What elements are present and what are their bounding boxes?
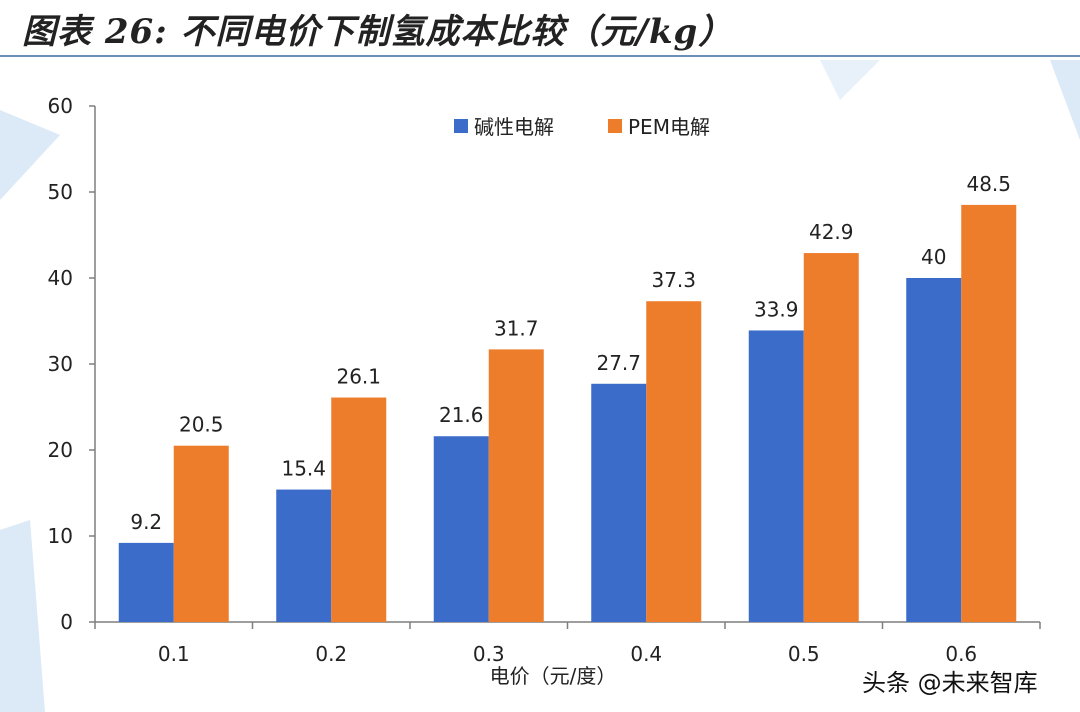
bar-pem [803,253,859,622]
bar-pem [488,349,544,622]
watermark: 头条 @未来智库 [862,669,1038,697]
x-tick-label: 0.2 [315,642,347,666]
data-label: 42.9 [809,220,854,244]
chart-title: 图表 26: 不同电价下制氢成本比较（元/kg） [22,12,734,52]
y-axis: 0 10 20 30 40 50 60 [48,94,96,634]
bar-pem [173,445,229,622]
data-label: 26.1 [336,365,381,389]
background-stripe-left [0,110,60,200]
data-label: 37.3 [651,268,696,292]
y-tick-label: 30 [48,352,73,376]
bar-alkaline [906,278,962,622]
legend: 碱性电解 PEM电解 [454,115,710,139]
x-tick-label: 0.4 [630,642,662,666]
bar-alkaline [433,436,489,622]
x-tick-label: 0.5 [788,642,820,666]
y-tick-label: 0 [60,610,73,634]
bar-alkaline [748,330,804,622]
y-tick-label: 20 [48,438,73,462]
data-label: 31.7 [494,316,539,340]
data-label: 9.2 [130,510,162,534]
data-label: 33.9 [754,297,799,321]
x-tick-label: 0.1 [158,642,190,666]
legend-swatch [454,119,468,133]
legend-swatch [608,119,622,133]
bar-pem [961,204,1017,622]
x-axis: 0.1 0.2 0.3 0.4 0.5 0.6 [94,621,1041,666]
bars [118,204,1017,622]
data-label: 21.6 [439,403,484,427]
y-tick-label: 60 [48,94,73,118]
x-axis-title: 电价（元/度） [490,664,617,688]
x-tick-label: 0.6 [945,642,977,666]
bar-alkaline [276,489,332,622]
y-tick-label: 50 [48,180,73,204]
title-divider [0,55,1080,57]
bar-pem [331,397,387,622]
legend-label: PEM电解 [628,115,710,139]
background-stripe-top-right-2 [820,60,880,100]
data-label: 40 [921,245,946,269]
bar-alkaline [118,542,174,622]
x-tick-label: 0.3 [473,642,505,666]
data-label: 27.7 [596,351,641,375]
background-stripe-bottom-left [0,520,45,712]
y-tick-label: 10 [48,524,73,548]
background-stripe-top-right [1050,60,1080,140]
bar-pem [646,301,702,622]
y-tick-label: 40 [48,266,73,290]
data-labels: 9.2 15.4 21.6 27.7 33.9 40 20.5 26.1 31.7 37.3 42.… [130,172,1011,534]
data-label: 20.5 [179,413,224,437]
legend-label: 碱性电解 [474,115,554,139]
bar-alkaline [591,383,647,622]
data-label: 15.4 [281,457,326,481]
data-label: 48.5 [966,172,1011,196]
